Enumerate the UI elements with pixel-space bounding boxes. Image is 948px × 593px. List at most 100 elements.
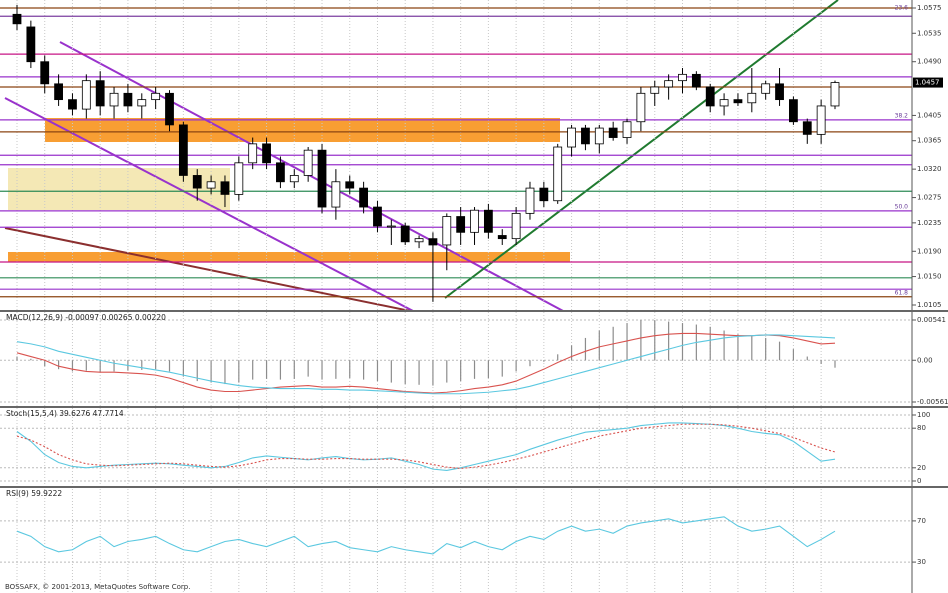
candle-body xyxy=(345,181,355,189)
candle-body xyxy=(678,73,687,82)
candle-body xyxy=(137,99,147,107)
candle-body xyxy=(414,238,424,243)
candle-body xyxy=(373,206,382,227)
zone xyxy=(8,252,570,262)
indicator-line xyxy=(16,334,836,395)
candle-body xyxy=(248,143,258,164)
indicator-line xyxy=(16,332,836,394)
candle-body xyxy=(553,146,563,202)
candle-body xyxy=(303,149,313,176)
fib-label: 61.8 xyxy=(895,289,909,296)
candle-body xyxy=(220,181,230,195)
indicator-line xyxy=(16,422,836,471)
candle-body xyxy=(206,181,216,189)
candle-body xyxy=(386,225,396,228)
candle-body xyxy=(691,73,701,88)
separator xyxy=(0,310,948,312)
candle-body xyxy=(289,175,299,183)
candle-body xyxy=(54,83,63,101)
candle-body xyxy=(511,212,521,240)
candle-body xyxy=(775,83,784,101)
candle-body xyxy=(470,209,479,233)
separator xyxy=(0,406,948,408)
candle-body xyxy=(497,235,507,240)
y-tick-label: 1.0190 xyxy=(917,247,942,255)
candle-body xyxy=(40,61,50,85)
y-tick-label: 1.0275 xyxy=(917,194,942,202)
indicator-title: MACD(12,26,9) -0.00097 0.00265 0.00220 xyxy=(6,313,166,322)
candle-body xyxy=(456,216,466,233)
candle-body xyxy=(151,92,161,101)
candle-body xyxy=(761,83,771,94)
candle-body xyxy=(262,143,271,164)
fib-label: 38.2 xyxy=(895,112,909,119)
y-tick-label: 1.0320 xyxy=(917,165,942,173)
last-price-label: 1.0457 xyxy=(915,79,940,87)
candle-body xyxy=(622,121,632,138)
candle-body xyxy=(705,86,715,107)
candle-body xyxy=(608,127,618,138)
y-tick-label: 1.0490 xyxy=(917,58,942,66)
candle-body xyxy=(109,92,119,107)
y-tick-label: 100 xyxy=(917,411,930,419)
indicator-line xyxy=(16,423,836,470)
y-tick-label: 0.00541 xyxy=(917,316,946,324)
y-tick-label: 1.0105 xyxy=(917,301,942,309)
y-tick-label: 0 xyxy=(917,477,921,485)
candle-body xyxy=(594,127,604,145)
candle-body xyxy=(276,162,285,183)
candle-body xyxy=(178,124,188,176)
y-tick-label: 0.00 xyxy=(917,356,933,364)
candle-body xyxy=(525,187,535,214)
candle-body xyxy=(442,216,452,246)
trendline xyxy=(4,97,416,311)
last-price-box xyxy=(913,77,943,88)
indicator-title: Stoch(15,5,4) 39.6276 47.7714 xyxy=(6,409,124,418)
candle-body xyxy=(719,99,729,107)
candle-body xyxy=(664,80,674,88)
trendline xyxy=(4,227,416,311)
candle-body xyxy=(802,121,812,135)
y-tick-label: 1.0235 xyxy=(917,219,942,227)
candle-body xyxy=(95,80,105,107)
y-tick-label: 1.0365 xyxy=(917,137,942,145)
indicator-title: RSI(9) 59.9222 xyxy=(6,489,62,498)
candle-body xyxy=(483,209,493,233)
drawings xyxy=(4,0,839,311)
separator xyxy=(0,486,948,488)
candle-body xyxy=(68,99,77,110)
y-tick-label: 70 xyxy=(917,517,926,525)
candle-body xyxy=(581,127,590,145)
candle-body xyxy=(400,225,410,243)
zone xyxy=(8,168,230,210)
candle-body xyxy=(165,92,174,126)
indicator-line xyxy=(16,516,836,555)
candle-body xyxy=(539,187,549,202)
y-tick-label: 1.0405 xyxy=(917,111,942,119)
candle-body xyxy=(428,238,438,246)
candle-body xyxy=(26,26,36,63)
footer: BOSSAFX, © 2001-2013, MetaQuotes Softwar… xyxy=(5,583,190,591)
zone xyxy=(45,118,560,142)
y-tick-label: 1.0150 xyxy=(917,273,942,281)
y-tick-label: 80 xyxy=(917,424,926,432)
candle-body xyxy=(789,99,798,123)
candle-body xyxy=(192,175,202,189)
candle-body xyxy=(650,86,660,94)
candle-body xyxy=(331,181,341,208)
y-tick-label: 20 xyxy=(917,464,926,472)
candle-body xyxy=(636,92,646,123)
y-tick-label: 1.0575 xyxy=(917,4,942,12)
candle-body xyxy=(81,80,91,110)
trendline xyxy=(444,0,839,299)
candle-body xyxy=(830,82,840,107)
candle-body xyxy=(317,149,327,208)
candle-body xyxy=(234,162,244,195)
y-tick-label: 30 xyxy=(917,558,926,566)
candle-body xyxy=(733,99,743,104)
y-tick-label: 1.0535 xyxy=(917,29,942,37)
candle-body xyxy=(747,92,757,104)
candle-body xyxy=(816,105,826,135)
